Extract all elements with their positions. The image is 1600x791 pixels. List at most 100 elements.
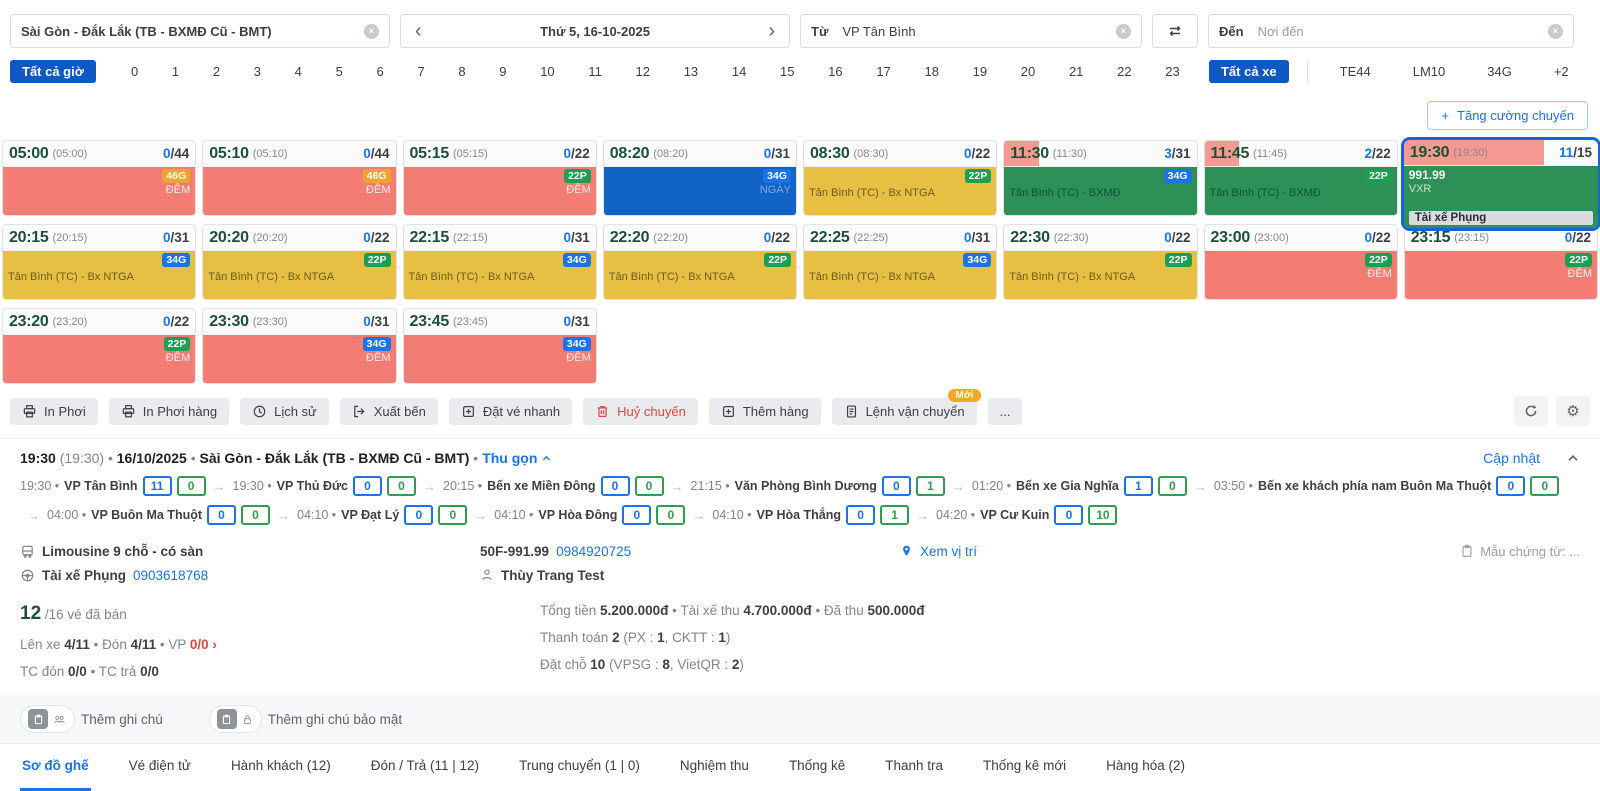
toolbar-button-lịch-sử[interactable]: Lịch sử [240, 397, 329, 425]
vehicle-phone-link[interactable]: 0984920725 [556, 543, 632, 559]
add-trip-button[interactable]: + Tăng cường chuyến [1427, 101, 1588, 130]
hour-filter-19[interactable]: 19 [972, 64, 988, 79]
trip-card-23:30[interactable]: 23:30 (23:30) 0/31 34G ĐÊM [202, 308, 397, 384]
stop-pickup-count[interactable]: 0 [1054, 505, 1084, 525]
trip-card-22:15[interactable]: 22:15 (22:15) 0/31 34G Tân Bình (TC) - Bx NT… [402, 224, 597, 300]
hour-filter-9[interactable]: 9 [499, 64, 507, 79]
stop-pickup-count[interactable]: 11 [142, 476, 172, 496]
stop-pickup-count[interactable]: 0 [353, 476, 383, 496]
hour-filter-4[interactable]: 4 [294, 64, 302, 79]
next-day-icon[interactable]: › [768, 19, 775, 42]
trip-card-23:15[interactable]: 23:15 (23:15) 0/22 22P ĐÊM [1403, 224, 1598, 300]
stop-drop-count[interactable]: 0 [1157, 476, 1187, 496]
trip-card-08:20[interactable]: 08:20 (08:20) 0/31 34G NGÀY [602, 140, 797, 216]
hour-filter-3[interactable]: 3 [253, 64, 261, 79]
view-location-link[interactable]: Xem vị trí [920, 543, 978, 559]
hour-filter-13[interactable]: 13 [683, 64, 699, 79]
settings-button[interactable]: ⚙ [1556, 396, 1590, 426]
vehicle-filter-LM10[interactable]: LM10 [1412, 64, 1446, 79]
toolbar-button-lệnh-vận-chuyển[interactable]: Lệnh vận chuyển Mới [831, 388, 981, 425]
stop-drop-count[interactable]: 0 [241, 505, 271, 525]
toolbar-button-đặt-vé-nhanh[interactable]: Đặt vé nhanh [448, 397, 573, 425]
hour-filter-17[interactable]: 17 [876, 64, 891, 79]
hour-filter-0[interactable]: 0 [130, 64, 139, 79]
stop-drop-count[interactable]: 1 [915, 476, 945, 496]
stop-pickup-count[interactable]: 0 [1496, 476, 1526, 496]
add-secure-note-button[interactable]: Thêm ghi chú bảo mật [208, 705, 402, 733]
trip-card-22:30[interactable]: 22:30 (22:30) 0/22 22P Tân Bình (TC) - Bx NT… [1003, 224, 1198, 300]
driver-phone-link[interactable]: 0903618768 [133, 567, 209, 583]
hour-filter-8[interactable]: 8 [458, 64, 466, 79]
trip-card-08:30[interactable]: 08:30 (08:30) 0/22 22P Tân Bình (TC) - Bx NT… [803, 140, 998, 216]
stop-pickup-count[interactable]: 1 [1123, 476, 1153, 496]
all-vehicles-button[interactable]: Tất cả xe [1208, 60, 1289, 83]
clear-to-icon[interactable]: ✕ [1548, 23, 1563, 39]
hour-filter-14[interactable]: 14 [731, 64, 747, 79]
stop-drop-count[interactable]: 0 [656, 505, 686, 525]
hour-filter-18[interactable]: 18 [924, 64, 939, 79]
tab-sơ-đồ-ghế[interactable]: Sơ đồ ghế [20, 744, 91, 791]
swap-from-to-button[interactable] [1152, 14, 1198, 48]
hour-filter-5[interactable]: 5 [335, 64, 343, 79]
all-hours-button[interactable]: Tất cả giờ [10, 60, 96, 83]
toolbar-button-in-phơi[interactable]: In Phơi [10, 397, 98, 425]
hour-filter-11[interactable]: 11 [588, 64, 602, 79]
prev-day-icon[interactable]: ‹ [415, 19, 422, 42]
toolbar-button-in-phơi-hàng[interactable]: In Phơi hàng [108, 397, 230, 425]
tab-thống-kê-mới[interactable]: Thống kê mới [983, 758, 1067, 773]
hour-filter-2[interactable]: 2 [212, 64, 221, 79]
doc-template-label[interactable]: Mẫu chứng từ: ... [1480, 543, 1580, 559]
stop-pickup-count[interactable]: 0 [881, 476, 911, 496]
stop-pickup-count[interactable]: 0 [600, 476, 630, 496]
stop-drop-count[interactable]: 0 [176, 476, 206, 496]
update-link[interactable]: Cập nhật [1483, 450, 1540, 466]
chevron-up-icon[interactable] [1566, 451, 1580, 465]
hour-filter-23[interactable]: 23 [1165, 64, 1180, 79]
from-field[interactable]: Từ VP Tân Bình ✕ [800, 14, 1142, 48]
stop-drop-count[interactable]: 0 [438, 505, 468, 525]
trip-card-05:15[interactable]: 05:15 (05:15) 0/22 22P ĐÊM [402, 140, 597, 216]
toolbar-button-xuất-bến[interactable]: Xuất bến [339, 397, 438, 425]
trip-card-11:30[interactable]: 11:30 (11:30) 3/31 34G Tân Bình (TC) - BXMĐ [1003, 140, 1198, 216]
vehicle-filter-TE44[interactable]: TE44 [1339, 64, 1371, 79]
hour-filter-16[interactable]: 16 [828, 64, 843, 79]
trip-card-22:20[interactable]: 22:20 (22:20) 0/22 22P Tân Bình (TC) - Bx NT… [602, 224, 797, 300]
tab-thống-kê[interactable]: Thống kê [788, 758, 846, 773]
stop-pickup-count[interactable]: 0 [622, 505, 652, 525]
clear-from-icon[interactable]: ✕ [1116, 23, 1131, 39]
hour-filter-12[interactable]: 12 [635, 64, 651, 79]
trip-card-22:25[interactable]: 22:25 (22:25) 0/31 34G Tân Bình (TC) - Bx NT… [803, 224, 998, 300]
hour-filter-21[interactable]: 21 [1068, 64, 1084, 79]
stop-pickup-count[interactable]: 0 [207, 505, 237, 525]
hour-filter-6[interactable]: 6 [376, 64, 384, 79]
hour-filter-22[interactable]: 22 [1117, 64, 1132, 79]
tab-vé-điện-tử[interactable]: Vé điện tử [128, 758, 191, 773]
trip-card-20:20[interactable]: 20:20 (20:20) 0/22 22P Tân Bình (TC) - Bx NT… [202, 224, 397, 300]
route-select[interactable]: Sài Gòn - Đắk Lắk (TB - BXMĐ Cũ - BMT) ✕ [10, 14, 390, 48]
stop-drop-count[interactable]: 0 [634, 476, 664, 496]
toolbar-button--[interactable]: ... [987, 397, 1023, 425]
trip-card-05:10[interactable]: 05:10 (05:10) 0/44 46G ĐÊM [202, 140, 397, 216]
hour-filter-20[interactable]: 20 [1020, 64, 1036, 79]
stop-drop-count[interactable]: 0 [1530, 476, 1560, 496]
trip-card-20:15[interactable]: 20:15 (20:15) 0/31 34G Tân Bình (TC) - Bx NT… [2, 224, 197, 300]
clear-route-icon[interactable]: ✕ [364, 23, 379, 39]
trip-card-23:20[interactable]: 23:20 (23:20) 0/22 22P ĐÊM [2, 308, 197, 384]
tab-trung-chuyển-1-0-[interactable]: Trung chuyển (1 | 0) [519, 758, 640, 773]
date-picker[interactable]: ‹ Thứ 5, 16-10-2025 › [400, 14, 790, 48]
trip-card-11:45[interactable]: 11:45 (11:45) 2/22 22P Tân Bình (TC) - BXMĐ [1203, 140, 1398, 216]
toolbar-button-huỷ-chuyến[interactable]: Huỷ chuyến [583, 397, 698, 425]
trip-card-23:45[interactable]: 23:45 (23:45) 0/31 34G ĐÊM [402, 308, 597, 384]
hour-filter-1[interactable]: 1 [171, 64, 180, 79]
trip-card-19:30[interactable]: 19:30 (19:30) 11/15 991.99 VXR Tài xế Phụng [1403, 140, 1598, 228]
to-field[interactable]: Đến Nơi đến ✕ [1208, 14, 1574, 48]
collapse-link[interactable]: Thu gọn [482, 450, 552, 466]
trip-card-05:00[interactable]: 05:00 (05:00) 0/44 46G ĐÊM [2, 140, 197, 216]
tab-hành-khách-12-[interactable]: Hành khách (12) [230, 758, 331, 773]
stop-drop-count[interactable]: 10 [1088, 505, 1118, 525]
tab-nghiệm-thu[interactable]: Nghiệm thu [679, 758, 749, 773]
hour-filter-15[interactable]: 15 [780, 64, 795, 79]
stop-drop-count[interactable]: 0 [387, 476, 417, 496]
trip-card-23:00[interactable]: 23:00 (23:00) 0/22 22P ĐÊM [1203, 224, 1398, 300]
hour-filter-10[interactable]: 10 [540, 64, 555, 79]
